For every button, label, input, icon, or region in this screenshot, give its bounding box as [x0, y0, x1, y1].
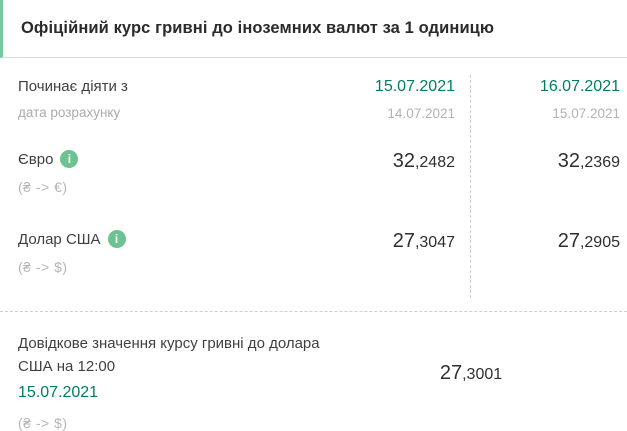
eur-rate-1: 32,2482: [305, 150, 455, 173]
info-icon[interactable]: i: [107, 230, 126, 248]
usd-rate-1-frac: ,3047: [414, 234, 455, 251]
effective-date-2: 16.07.2021: [539, 78, 620, 95]
reference-rate-frac: ,3001: [462, 366, 503, 383]
eur-rate-2-int: 32: [557, 150, 580, 172]
column-divider: [470, 75, 471, 298]
section-divider: [0, 311, 627, 312]
eur-name: Євро: [18, 150, 54, 168]
eur-rate-1-int: 32: [392, 150, 415, 172]
eur-label-cell: Євро i (₴ -> €): [18, 150, 305, 195]
page-title: Офіційний курс гривні до іноземних валют…: [21, 19, 495, 37]
reference-rate-int: 27: [439, 362, 463, 384]
reference-section: Довідкове значення курсу гривні до долар…: [0, 312, 627, 431]
usd-rate-2: 27,2905: [455, 230, 620, 253]
usd-rate-1: 27,3047: [305, 230, 455, 253]
table-row-eur: Євро i (₴ -> €) 32,2482 32,2369: [18, 150, 620, 230]
reference-pair: (₴ -> $): [18, 415, 68, 431]
page-header: Офіційний курс гривні до іноземних валют…: [0, 0, 627, 58]
effective-date-label: Починає діяти з: [18, 78, 128, 95]
usd-rate-2-int: 27: [557, 230, 580, 252]
usd-name: Долар США: [18, 230, 101, 248]
usd-pair: (₴ -> $): [18, 259, 68, 275]
table-row-dates: Починає діяти з дата розрахунку 15.07.20…: [18, 58, 620, 150]
date-column-1: 15.07.2021 14.07.2021: [305, 78, 455, 121]
effective-date-1: 15.07.2021: [374, 78, 455, 95]
eur-rate-2: 32,2369: [455, 150, 620, 173]
eur-name-line: Євро i: [18, 150, 305, 168]
calc-date-label: дата розрахунку: [18, 105, 121, 120]
usd-name-line: Долар США i: [18, 230, 305, 248]
reference-title: Довідкове значення курсу гривні до долар…: [18, 335, 320, 375]
date-row-label-cell: Починає діяти з дата розрахунку: [18, 78, 305, 120]
usd-rate-2-frac: ,2905: [579, 234, 620, 251]
date-column-2: 16.07.2021 15.07.2021: [455, 78, 620, 121]
rates-table: Починає діяти з дата розрахунку 15.07.20…: [0, 58, 627, 311]
info-icon[interactable]: i: [60, 150, 79, 168]
reference-rate: 27,3001: [401, 362, 541, 385]
reference-date: 15.07.2021: [18, 384, 99, 401]
table-row-usd: Долар США i (₴ -> $) 27,3047 27,2905: [18, 230, 620, 310]
eur-rate-2-frac: ,2369: [579, 154, 620, 171]
usd-rate-1-int: 27: [392, 230, 415, 252]
calc-date-2: 15.07.2021: [552, 106, 620, 121]
eur-rate-1-frac: ,2482: [414, 154, 455, 171]
eur-pair: (₴ -> €): [18, 179, 68, 195]
calc-date-1: 14.07.2021: [387, 106, 455, 121]
usd-label-cell: Долар США i (₴ -> $): [18, 230, 305, 275]
